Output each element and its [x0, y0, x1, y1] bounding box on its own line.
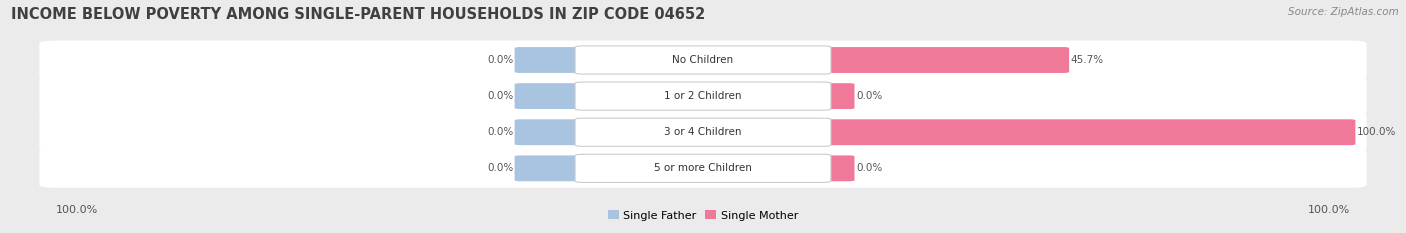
Text: 0.0%: 0.0% — [486, 127, 513, 137]
Text: 0.0%: 0.0% — [856, 163, 882, 173]
Legend: Single Father, Single Mother: Single Father, Single Mother — [603, 206, 803, 225]
Text: 1 or 2 Children: 1 or 2 Children — [664, 91, 742, 101]
Text: INCOME BELOW POVERTY AMONG SINGLE-PARENT HOUSEHOLDS IN ZIP CODE 04652: INCOME BELOW POVERTY AMONG SINGLE-PARENT… — [11, 7, 706, 22]
FancyBboxPatch shape — [575, 46, 831, 74]
Text: 45.7%: 45.7% — [1070, 55, 1104, 65]
FancyBboxPatch shape — [39, 149, 1367, 188]
FancyBboxPatch shape — [817, 47, 1069, 73]
FancyBboxPatch shape — [575, 154, 831, 182]
FancyBboxPatch shape — [817, 83, 855, 109]
FancyBboxPatch shape — [39, 41, 1367, 79]
FancyBboxPatch shape — [39, 113, 1367, 152]
Text: 3 or 4 Children: 3 or 4 Children — [664, 127, 742, 137]
Text: 0.0%: 0.0% — [856, 91, 882, 101]
FancyBboxPatch shape — [515, 83, 589, 109]
FancyBboxPatch shape — [575, 118, 831, 146]
Text: 100.0%: 100.0% — [56, 205, 98, 215]
FancyBboxPatch shape — [515, 119, 589, 145]
FancyBboxPatch shape — [575, 82, 831, 110]
FancyBboxPatch shape — [817, 119, 1355, 145]
Text: 0.0%: 0.0% — [486, 91, 513, 101]
FancyBboxPatch shape — [817, 155, 855, 181]
Text: No Children: No Children — [672, 55, 734, 65]
FancyBboxPatch shape — [39, 77, 1367, 116]
Text: 100.0%: 100.0% — [1357, 127, 1396, 137]
Text: 0.0%: 0.0% — [486, 55, 513, 65]
Text: Source: ZipAtlas.com: Source: ZipAtlas.com — [1288, 7, 1399, 17]
FancyBboxPatch shape — [515, 47, 589, 73]
Text: 5 or more Children: 5 or more Children — [654, 163, 752, 173]
Text: 0.0%: 0.0% — [486, 163, 513, 173]
Text: 100.0%: 100.0% — [1308, 205, 1350, 215]
FancyBboxPatch shape — [515, 155, 589, 181]
